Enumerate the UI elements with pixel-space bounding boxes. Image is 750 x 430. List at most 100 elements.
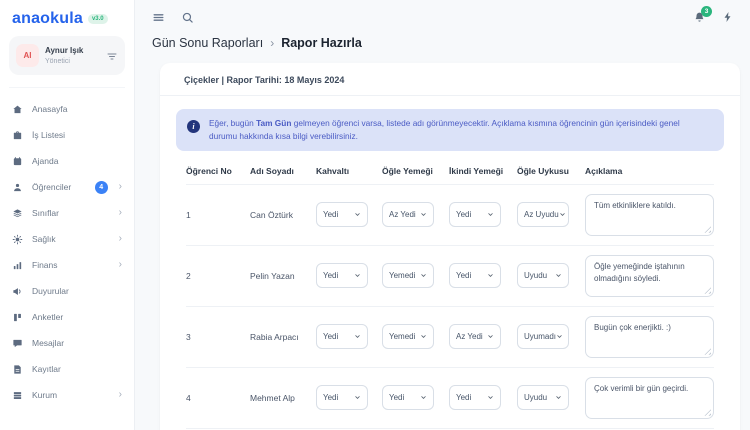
organization-icon bbox=[12, 390, 23, 401]
topbar: 3 bbox=[135, 0, 750, 28]
lunch-select[interactable]: Yedi bbox=[382, 385, 434, 411]
chevron-down-icon bbox=[559, 211, 566, 218]
health-sun-icon bbox=[12, 234, 23, 245]
breadcrumb-parent[interactable]: Gün Sonu Raporları bbox=[152, 36, 264, 50]
chevron-down-icon bbox=[555, 394, 562, 401]
chevron-down-icon bbox=[420, 211, 427, 218]
chevron-right-icon bbox=[119, 182, 122, 192]
column-header: Öğle Yemeği bbox=[382, 165, 433, 176]
user-menu-icon bbox=[106, 50, 118, 62]
afternoon-meal-select[interactable]: Az Yedi bbox=[449, 324, 501, 350]
report-table: Öğrenci No Adı Soyadı Kahvaltı Öğle Yeme… bbox=[160, 151, 740, 429]
table-row: 3 Rabia Arpacı Yedi Yemedi Az Yedi Uyuma… bbox=[186, 307, 714, 368]
column-header: Kahvaltı bbox=[316, 165, 350, 176]
sidebar: anaokula v3.0 AI Aynur Işık Yönetici Ana… bbox=[0, 0, 135, 430]
student-no: 3 bbox=[186, 331, 191, 342]
chevron-down-icon bbox=[487, 272, 494, 279]
chevron-right-icon bbox=[119, 208, 122, 218]
page-title: Rapor Hazırla bbox=[281, 36, 362, 50]
sidebar-item-siniflar[interactable]: Sınıflar bbox=[9, 200, 125, 226]
chevron-down-icon bbox=[420, 333, 427, 340]
afternoon-meal-select[interactable]: Yedi bbox=[449, 202, 501, 228]
lunch-select[interactable]: Yemedi bbox=[382, 263, 434, 289]
brand-name: anaokula bbox=[12, 10, 83, 27]
user-card[interactable]: AI Aynur Işık Yönetici bbox=[9, 36, 125, 75]
student-no: 2 bbox=[186, 270, 191, 281]
search-icon[interactable] bbox=[181, 11, 194, 24]
chevron-right-icon bbox=[119, 234, 122, 244]
report-card-header: Çiçekler | Rapor Tarihi: 18 Mayıs 2024 bbox=[160, 63, 740, 96]
chevron-down-icon bbox=[556, 333, 563, 340]
nap-select[interactable]: Uyumadı bbox=[517, 324, 569, 350]
note-textarea[interactable]: Bugün çok enerjikti. :) bbox=[585, 315, 714, 358]
chevron-right-icon bbox=[119, 260, 122, 270]
report-card: Çiçekler | Rapor Tarihi: 18 Mayıs 2024 E… bbox=[160, 63, 740, 430]
chevron-down-icon bbox=[487, 394, 494, 401]
poll-icon bbox=[12, 312, 23, 323]
sidebar-menu: Anasayfa İş Listesi Ajanda Öğrenciler 4 … bbox=[9, 87, 125, 408]
layers-icon bbox=[12, 208, 23, 219]
column-header: Öğle Uykusu bbox=[517, 165, 569, 176]
note-textarea[interactable]: Tüm etkinliklere katıldı. bbox=[585, 193, 714, 236]
user-role: Yönetici bbox=[45, 57, 70, 65]
document-icon bbox=[12, 364, 23, 375]
main-content: 3 Gün Sonu Raporları › Rapor Hazırla Çiç… bbox=[135, 0, 750, 430]
sidebar-item-kurum[interactable]: Kurum bbox=[9, 382, 125, 408]
lunch-select[interactable]: Az Yedi bbox=[382, 202, 434, 228]
brand-logo[interactable]: anaokula v3.0 bbox=[9, 8, 125, 36]
breadcrumb: Gün Sonu Raporları › Rapor Hazırla bbox=[152, 36, 750, 50]
student-name: Mehmet Alp bbox=[250, 392, 295, 403]
calendar-icon bbox=[12, 156, 23, 167]
note-textarea[interactable]: Çok verimli bir gün geçirdi. bbox=[585, 376, 714, 419]
note-textarea[interactable]: Öğle yemeğinde iştahının olmadığını söyl… bbox=[585, 254, 714, 297]
student-no: 1 bbox=[186, 209, 191, 220]
sidebar-item-is-listesi[interactable]: İş Listesi bbox=[9, 122, 125, 148]
afternoon-meal-select[interactable]: Yedi bbox=[449, 263, 501, 289]
sidebar-item-anketler[interactable]: Anketler bbox=[9, 304, 125, 330]
breakfast-select[interactable]: Yedi bbox=[316, 385, 368, 411]
breakfast-select[interactable]: Yedi bbox=[316, 202, 368, 228]
notifications-bell-icon[interactable]: 3 bbox=[693, 5, 712, 24]
breakfast-select[interactable]: Yedi bbox=[316, 263, 368, 289]
chevron-down-icon bbox=[487, 211, 494, 218]
sidebar-item-saglik[interactable]: Sağlık bbox=[9, 226, 125, 252]
breadcrumb-separator: › bbox=[270, 36, 275, 50]
nap-select[interactable]: Uyudu bbox=[517, 263, 569, 289]
sidebar-item-ogrenciler[interactable]: Öğrenciler 4 bbox=[9, 174, 125, 200]
column-header: Açıklama bbox=[585, 165, 623, 176]
notification-count-badge: 3 bbox=[701, 5, 712, 17]
breakfast-select[interactable]: Yedi bbox=[316, 324, 368, 350]
student-name: Rabia Arpacı bbox=[250, 331, 299, 342]
chevron-down-icon bbox=[420, 272, 427, 279]
chart-bars-icon bbox=[12, 260, 23, 271]
nap-select[interactable]: Az Uyudu bbox=[517, 202, 569, 228]
chevron-down-icon bbox=[487, 333, 494, 340]
sidebar-item-anasayfa[interactable]: Anasayfa bbox=[9, 96, 125, 122]
info-banner: Eğer, bugün Tam Gün gelmeyen öğrenci var… bbox=[176, 109, 724, 151]
column-header: Adı Soyadı bbox=[250, 165, 294, 176]
avatar: AI bbox=[16, 44, 39, 67]
student-name: Pelin Yazan bbox=[250, 270, 295, 281]
hamburger-menu-icon[interactable] bbox=[152, 11, 165, 24]
lunch-select[interactable]: Yemedi bbox=[382, 324, 434, 350]
table-row: 4 Mehmet Alp Yedi Yedi Yedi Uyudu Çok ve… bbox=[186, 368, 714, 429]
student-name: Can Öztürk bbox=[250, 209, 293, 220]
sidebar-item-finans[interactable]: Finans bbox=[9, 252, 125, 278]
afternoon-meal-select[interactable]: Yedi bbox=[449, 385, 501, 411]
sidebar-item-kayitlar[interactable]: Kayıtlar bbox=[9, 356, 125, 382]
student-no: 4 bbox=[186, 392, 191, 403]
home-icon bbox=[12, 104, 23, 115]
chevron-down-icon bbox=[354, 394, 361, 401]
chat-bubble-icon bbox=[12, 338, 23, 349]
sidebar-item-ajanda[interactable]: Ajanda bbox=[9, 148, 125, 174]
table-row: 1 Can Öztürk Yedi Az Yedi Yedi Az Uyudu … bbox=[186, 185, 714, 246]
quick-actions-bolt-icon[interactable] bbox=[722, 11, 734, 23]
sidebar-item-mesajlar[interactable]: Mesajlar bbox=[9, 330, 125, 356]
chevron-down-icon bbox=[354, 333, 361, 340]
version-badge: v3.0 bbox=[87, 14, 108, 24]
student-icon bbox=[12, 182, 23, 193]
megaphone-icon bbox=[12, 286, 23, 297]
user-name: Aynur Işık bbox=[45, 46, 84, 56]
nap-select[interactable]: Uyudu bbox=[517, 385, 569, 411]
sidebar-item-duyurular[interactable]: Duyurular bbox=[9, 278, 125, 304]
